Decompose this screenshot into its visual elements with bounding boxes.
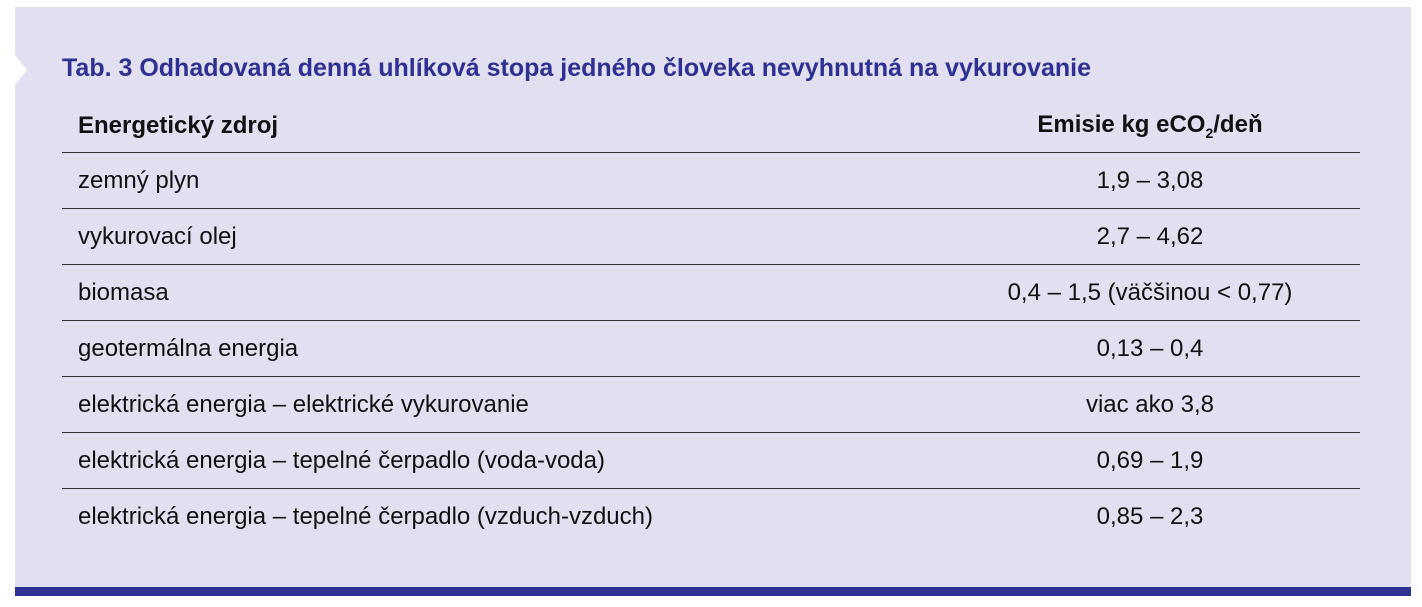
cell-source: vykurovací olej <box>78 222 237 250</box>
cell-source: elektrická energia – elektrické vykurova… <box>78 390 529 418</box>
header-emissions-prefix: Emisie kg eCO <box>1037 111 1206 139</box>
header-emissions: Emisie kg eCO2/deň <box>940 111 1360 141</box>
cell-emissions: 0,13 – 0,4 <box>1096 334 1204 362</box>
table-row: elektrická energia – elektrické vykurova… <box>62 377 1360 433</box>
cell-source: elektrická energia – tepelné čerpadlo (v… <box>78 502 653 530</box>
table-row: zemný plyn 1,9 – 3,08 <box>62 153 1360 209</box>
notch-decoration <box>15 55 27 85</box>
header-emissions-sub: 2 <box>1205 124 1214 141</box>
table-title: Tab. 3 Odhadovaná denná uhlíková stopa j… <box>62 54 1091 82</box>
header-emissions-suffix: /deň <box>1213 111 1263 139</box>
cell-emissions: 0,69 – 1,9 <box>1096 446 1204 474</box>
table-row: geotermálna energia 0,13 – 0,4 <box>62 321 1360 377</box>
cell-source: zemný plyn <box>78 166 200 194</box>
cell-emissions: viac ako 3,8 <box>1085 390 1215 418</box>
bottom-accent-bar <box>15 587 1411 596</box>
table-header: Energetický zdroj Emisie kg eCO2/deň <box>62 100 1360 153</box>
cell-source: elektrická energia – tepelné čerpadlo (v… <box>78 446 605 474</box>
table-row: biomasa 0,4 – 1,5 (väčšinou < 0,77) <box>62 265 1360 321</box>
cell-source: geotermálna energia <box>78 334 299 362</box>
table-row: elektrická energia – tepelné čerpadlo (v… <box>62 489 1360 544</box>
cell-source: biomasa <box>78 278 169 306</box>
emissions-table: Energetický zdroj Emisie kg eCO2/deň zem… <box>62 100 1360 544</box>
cell-emissions: 2,7 – 4,62 <box>1096 222 1204 250</box>
table-row: elektrická energia – tepelné čerpadlo (v… <box>62 433 1360 489</box>
cell-emissions: 1,9 – 3,08 <box>1096 166 1204 194</box>
header-source: Energetický zdroj <box>78 112 279 139</box>
cell-emissions: 0,85 – 2,3 <box>1096 502 1204 530</box>
table-panel <box>15 7 1411 587</box>
table-row: vykurovací olej 2,7 – 4,62 <box>62 209 1360 265</box>
cell-emissions: 0,4 – 1,5 (väčšinou < 0,77) <box>1007 278 1293 306</box>
